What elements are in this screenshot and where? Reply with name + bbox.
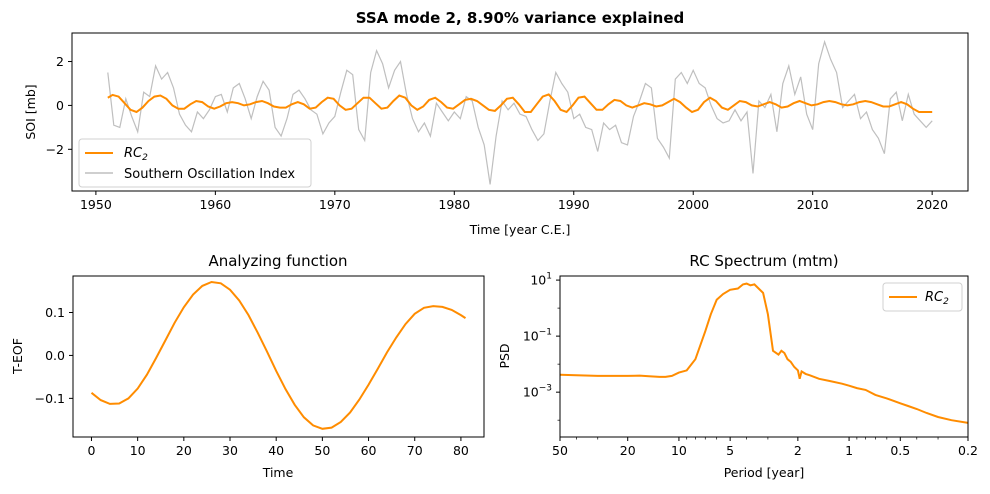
analyzing-function-y-label: T-EOF	[10, 338, 25, 375]
spectrum-x-tick-label: 0.5	[890, 443, 910, 458]
top-x-tick-label: 1960	[199, 197, 231, 212]
top-axes-frame	[71, 32, 969, 192]
spectrum-axes-frame	[559, 275, 969, 438]
soi-series-line	[107, 39, 933, 185]
spectrum-x-label: Period [year]	[724, 465, 805, 480]
spectrum-y-label: PSD	[497, 343, 512, 368]
analyzing-function-x-tick-label: 40	[268, 443, 284, 458]
analyzing-function-x-ticks: 0 10 20 30 40 50 60 70 80	[87, 437, 469, 458]
spectrum-legend: RC2	[882, 282, 963, 312]
top-plot-area	[107, 39, 933, 185]
analyzing-function-x-tick-label: 20	[176, 443, 192, 458]
top-title: SSA mode 2, 8.90% variance explained	[356, 9, 685, 27]
top-x-tick-label: 1990	[558, 197, 590, 212]
analyzing-function-title: Analyzing function	[208, 252, 347, 270]
spectrum-legend-box	[882, 282, 963, 312]
top-legend: RC2 Southern Oscillation Index	[78, 138, 312, 188]
top-x-ticks: 1950 1960 1970 1980 1990 2000 2010 2020	[80, 191, 948, 212]
top-x-tick-label: 1970	[319, 197, 351, 212]
analyzing-function-y-tick-label: 0.0	[45, 348, 65, 363]
top-legend-soi-label: Southern Oscillation Index	[124, 167, 295, 182]
spectrum-x-tick-label: 0.2	[958, 443, 978, 458]
top-x-tick-label: 2010	[797, 197, 829, 212]
top-x-label: Time [year C.E.]	[469, 222, 571, 237]
spectrum-legend-rc-label: RC2	[925, 290, 949, 307]
top-x-tick-label: 2020	[916, 197, 948, 212]
analyzing-function-x-tick-label: 10	[130, 443, 146, 458]
teof-series-line	[90, 280, 467, 430]
spectrum-x-ticks: 50 20 10 5 2 1 0.5 0.2	[552, 437, 978, 458]
analyzing-function-panel: Analyzing function 0 10 20 30 40 50 60 70 80 0.1…	[10, 252, 485, 480]
top-legend-rc-label: RC2	[124, 146, 148, 163]
spectrum-title: RC Spectrum (mtm)	[689, 252, 838, 270]
spectrum-plot-area	[559, 282, 969, 424]
analyzing-function-x-label: Time	[262, 465, 294, 480]
top-y-ticks: 2 0 −2	[46, 54, 72, 157]
analyzing-function-y-tick-label: 0.1	[45, 305, 65, 320]
analyzing-function-x-tick-label: 50	[314, 443, 330, 458]
analyzing-function-x-tick-label: 70	[407, 443, 423, 458]
top-x-tick-label: 2000	[677, 197, 709, 212]
spectrum-y-tick-label: 10−1	[523, 328, 552, 344]
spectrum-x-tick-label: 10	[671, 443, 687, 458]
spectrum-y-tick-label: 101	[530, 272, 552, 288]
analyzing-function-x-tick-label: 0	[87, 443, 95, 458]
analyzing-function-y-tick-label: −0.1	[35, 391, 65, 406]
spectrum-y-tick-label: 10−3	[523, 384, 552, 400]
top-y-tick-label: −2	[46, 142, 64, 157]
top-legend-box	[78, 138, 312, 188]
spectrum-x-tick-label: 50	[552, 443, 568, 458]
top-x-tick-label: 1950	[80, 197, 112, 212]
spectrum-y-ticks: 101 10−1 10−3	[523, 272, 560, 421]
top-y-tick-label: 2	[56, 54, 64, 69]
analyzing-function-plot-area	[90, 280, 467, 430]
analyzing-function-x-tick-label: 80	[453, 443, 469, 458]
rc2-spectrum-line	[559, 282, 969, 424]
analyzing-function-x-tick-label: 60	[361, 443, 377, 458]
spectrum-x-tick-label: 20	[620, 443, 636, 458]
rc2-series-line	[107, 93, 933, 114]
top-x-tick-label: 1980	[438, 197, 470, 212]
spectrum-panel: RC Spectrum (mtm) 50 20 10 5 2 1 0.5 0.2 101 10−…	[497, 252, 978, 480]
analyzing-function-y-ticks: 0.1 0.0 −0.1	[35, 305, 73, 406]
analyzing-function-axes-frame	[72, 275, 485, 438]
spectrum-x-tick-label: 1	[845, 443, 853, 458]
analyzing-function-x-tick-label: 30	[222, 443, 238, 458]
top-y-tick-label: 0	[56, 98, 64, 113]
spectrum-x-tick-label: 5	[726, 443, 734, 458]
top-y-label: SOI [mb]	[23, 84, 38, 139]
top-panel: SSA mode 2, 8.90% variance explained 195…	[23, 9, 969, 237]
spectrum-x-tick-label: 2	[794, 443, 802, 458]
